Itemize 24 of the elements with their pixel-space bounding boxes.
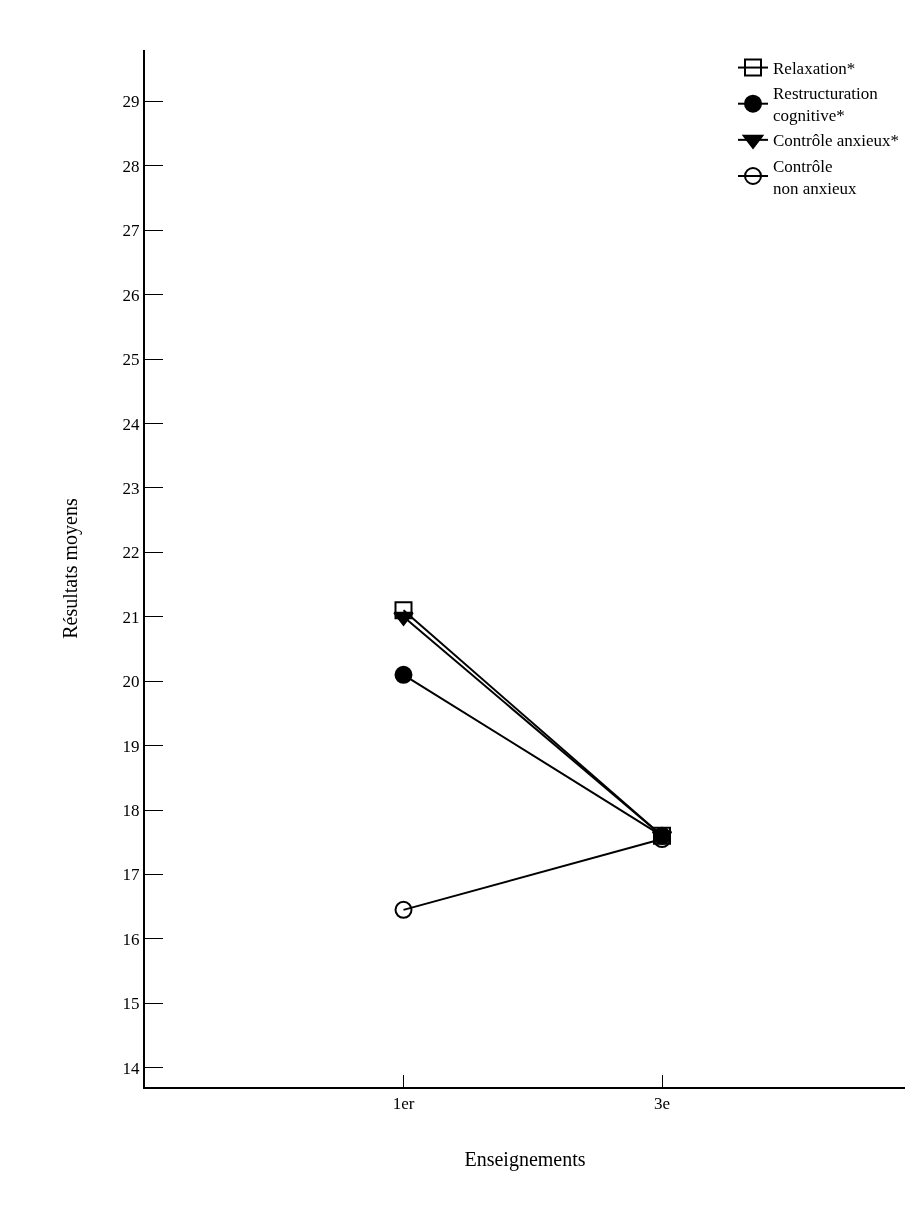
legend-label: Restructuration cognitive* — [773, 84, 879, 126]
legend-label: Contrôle anxieux* — [773, 131, 900, 151]
y-tick-label: 26 — [122, 285, 140, 305]
y-tick-label: 23 — [122, 478, 140, 498]
y-tick-label: 29 — [122, 92, 140, 112]
x-tick-label: 3e — [653, 1094, 671, 1114]
y-tick-label: 20 — [122, 672, 140, 692]
y-tick-label: 21 — [122, 607, 140, 627]
y-tick-label: 17 — [122, 865, 141, 885]
legend-label: Contrôle non anxieux — [773, 156, 858, 198]
y-tick-label: 28 — [122, 156, 140, 176]
y-tick-label: 25 — [122, 350, 140, 370]
y-tick-label: 15 — [122, 994, 140, 1014]
x-tick-label: 1er — [392, 1094, 415, 1114]
y-axis-title: Résultats moyens — [58, 498, 82, 639]
y-tick-label: 14 — [122, 1058, 141, 1078]
y-tick-label: 27 — [122, 221, 141, 241]
legend-label: Relaxation* — [773, 59, 856, 79]
y-tick-label: 19 — [122, 736, 140, 756]
y-tick-label: 24 — [122, 414, 141, 434]
x-axis-title: Enseignements — [464, 1148, 586, 1172]
y-tick-label: 16 — [122, 929, 140, 949]
y-tick-label: 22 — [122, 543, 140, 563]
y-tick-label: 18 — [122, 800, 140, 820]
